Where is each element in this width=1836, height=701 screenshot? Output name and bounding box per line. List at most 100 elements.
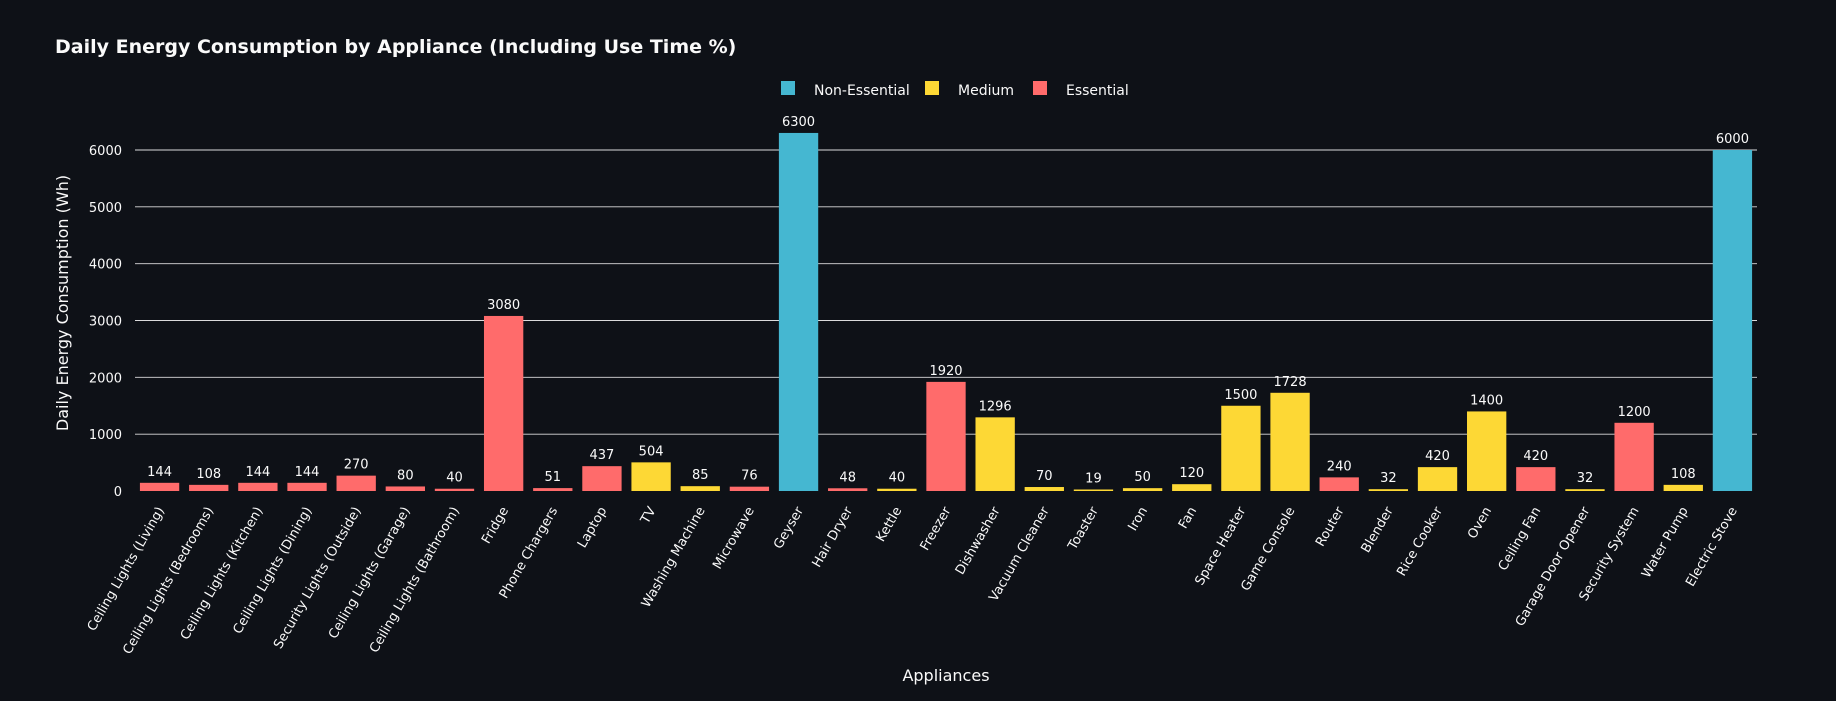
bar-value-label: 1728 (1274, 375, 1307, 390)
bar[interactable] (877, 488, 917, 491)
bar-value-label: 120 (1179, 466, 1204, 481)
legend-label-non-essential[interactable]: Non-Essential (814, 83, 910, 99)
x-tick-label: Router (1313, 504, 1348, 549)
bar[interactable] (336, 475, 376, 491)
bar-value-label: 144 (147, 465, 172, 480)
bar-value-label: 6000 (1716, 132, 1749, 147)
bar-value-label: 6300 (782, 115, 815, 130)
bar-value-label: 108 (196, 467, 221, 482)
bar[interactable] (1663, 484, 1703, 491)
y-tick-label: 3000 (89, 315, 122, 330)
x-tick-label: Microwave (710, 505, 758, 572)
legend-swatch-essential[interactable] (1033, 81, 1047, 95)
y-tick-label: 0 (114, 485, 122, 500)
x-tick-label: Ceiling Lights (Bathroom) (367, 505, 463, 656)
bar-value-label: 51 (545, 470, 562, 485)
y-tick-label: 1000 (89, 428, 122, 443)
bar[interactable] (582, 466, 622, 491)
bar-value-label: 40 (889, 471, 906, 486)
x-tick-label: Geyser (771, 504, 807, 552)
chart-title: Daily Energy Consumption by Appliance (I… (55, 36, 736, 58)
bar-value-label: 108 (1671, 467, 1696, 482)
bar[interactable] (533, 488, 573, 491)
bar-value-label: 437 (590, 448, 615, 463)
bar[interactable] (483, 315, 524, 491)
x-tick-label: Laptop (575, 505, 610, 551)
legend-label-medium[interactable]: Medium (958, 83, 1014, 99)
y-tick-label: 4000 (89, 258, 122, 273)
y-tick-label: 5000 (89, 201, 122, 216)
bar-value-label: 144 (245, 465, 270, 480)
bar[interactable] (189, 484, 229, 491)
bar-value-label: 270 (344, 458, 369, 473)
x-tick-label: Dishwasher (953, 504, 1004, 578)
x-tick-label: Iron (1126, 505, 1152, 534)
bar[interactable] (287, 482, 327, 491)
bar-value-label: 76 (741, 469, 758, 484)
bar[interactable] (1565, 489, 1605, 491)
legend-swatch-medium[interactable] (925, 81, 939, 95)
bar-value-label: 85 (692, 468, 709, 483)
bar[interactable] (1270, 392, 1310, 491)
bar[interactable] (238, 482, 278, 491)
x-axis-ticks: Ceiling Lights (Living)Ceiling Lights (B… (85, 504, 1741, 657)
bar[interactable] (1712, 150, 1753, 491)
bar[interactable] (1073, 489, 1114, 492)
legend-label-essential[interactable]: Essential (1066, 83, 1129, 99)
bar-value-label: 32 (1577, 471, 1594, 486)
bar[interactable] (926, 381, 966, 491)
bar[interactable] (1467, 411, 1507, 491)
x-tick-label: Kettle (873, 505, 905, 545)
bar[interactable] (1368, 489, 1409, 491)
x-tick-label: Hair Dryer (810, 504, 857, 570)
bar[interactable] (778, 132, 819, 491)
x-tick-label: Ceiling Fan (1496, 505, 1545, 574)
x-tick-label: Fridge (479, 505, 512, 547)
bar-value-label: 48 (839, 470, 856, 485)
bar-value-label: 1200 (1618, 405, 1651, 420)
bar[interactable] (828, 488, 868, 491)
bar-value-label: 420 (1523, 449, 1548, 464)
bar[interactable] (1417, 467, 1458, 491)
bar-value-label: 32 (1380, 471, 1397, 486)
bar[interactable] (975, 417, 1015, 491)
bar-value-label: 70 (1036, 469, 1053, 484)
x-tick-label: Blender (1359, 504, 1397, 556)
x-tick-label: TV (638, 504, 660, 527)
y-tick-label: 2000 (89, 371, 122, 386)
bar[interactable] (1319, 477, 1359, 491)
bar[interactable] (1122, 488, 1163, 491)
bar[interactable] (680, 486, 720, 491)
bar-value-label: 19 (1085, 472, 1102, 487)
x-axis-title: Appliances (902, 666, 989, 685)
bar-value-label: 40 (446, 471, 463, 486)
legend: Non-Essential Medium Essential (781, 81, 1129, 99)
x-tick-label: Water Pump (1639, 505, 1692, 581)
y-axis-title: Daily Energy Consumption (Wh) (53, 175, 72, 431)
bar-value-label: 3080 (487, 298, 520, 313)
x-tick-label: Freezer (918, 504, 955, 553)
bar-value-label: 1500 (1224, 388, 1257, 403)
bar-value-labels: 144 108 144 144 270 80 40 3080 51 437 504 85 76 6300 4… (147, 115, 1749, 487)
bar[interactable] (1024, 487, 1064, 491)
legend-swatch-non-essential[interactable] (781, 81, 795, 95)
x-tick-label: Toaster (1065, 504, 1102, 554)
x-tick-label: Fan (1176, 505, 1200, 532)
bar[interactable] (1516, 467, 1556, 491)
bar[interactable] (385, 486, 425, 491)
bars (139, 132, 1753, 492)
bar[interactable] (139, 482, 180, 491)
y-axis-ticks: 0 1000 2000 3000 4000 5000 6000 (89, 144, 122, 500)
bar-value-label: 80 (397, 468, 414, 483)
bar[interactable] (1614, 422, 1654, 491)
bar[interactable] (434, 488, 475, 491)
bar-value-label: 240 (1327, 459, 1352, 474)
y-tick-label: 6000 (89, 144, 122, 159)
bar-value-label: 1296 (979, 399, 1012, 414)
x-tick-label: Security Lights (Outside) (271, 505, 365, 652)
bar[interactable] (729, 486, 770, 491)
bar[interactable] (1172, 484, 1212, 491)
bar[interactable] (1221, 405, 1261, 491)
bar[interactable] (631, 462, 671, 491)
